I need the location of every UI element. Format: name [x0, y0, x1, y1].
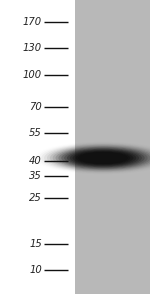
Text: 15: 15	[29, 239, 42, 249]
Ellipse shape	[87, 155, 119, 161]
Ellipse shape	[73, 151, 133, 165]
Text: 25: 25	[29, 193, 42, 203]
Text: 130: 130	[23, 43, 42, 53]
Ellipse shape	[84, 153, 122, 163]
Text: 35: 35	[29, 171, 42, 181]
Ellipse shape	[53, 146, 150, 170]
Ellipse shape	[67, 149, 139, 166]
Ellipse shape	[64, 149, 142, 167]
Ellipse shape	[56, 147, 150, 169]
Ellipse shape	[47, 145, 150, 171]
Ellipse shape	[58, 147, 148, 168]
Ellipse shape	[81, 153, 125, 163]
Bar	[75, 0, 150, 294]
Text: 40: 40	[29, 156, 42, 166]
Text: 55: 55	[29, 128, 42, 138]
Ellipse shape	[75, 151, 130, 165]
Ellipse shape	[70, 150, 136, 166]
Ellipse shape	[78, 152, 128, 164]
Ellipse shape	[61, 148, 145, 168]
Text: 10: 10	[29, 265, 42, 275]
Text: 100: 100	[23, 70, 42, 80]
Text: 170: 170	[23, 17, 42, 27]
Ellipse shape	[50, 146, 150, 171]
Text: 70: 70	[29, 102, 42, 112]
